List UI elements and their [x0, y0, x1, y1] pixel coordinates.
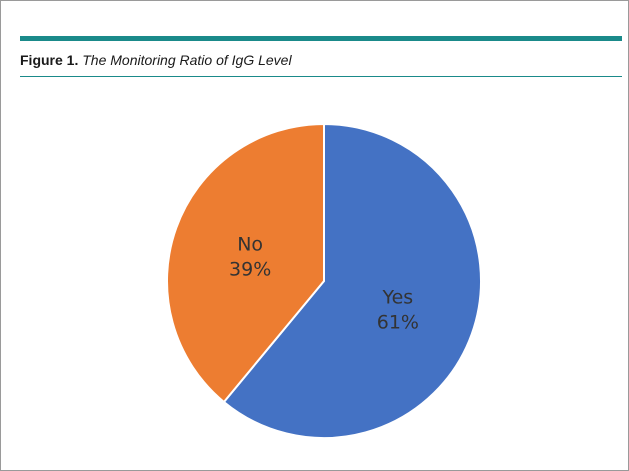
- pie-slice-no: [166, 122, 325, 404]
- slice-value-no: 39%: [229, 258, 271, 280]
- slice-label-yes: Yes: [382, 287, 414, 309]
- figure-caption: Figure 1. The Monitoring Ratio of IgG Le…: [20, 52, 620, 68]
- slice-label-no: No: [237, 233, 263, 255]
- slice-value-yes: 61%: [377, 312, 419, 334]
- caption-bottom-rule: [20, 76, 622, 77]
- caption-top-rule: [20, 36, 622, 41]
- figure-title: The Monitoring Ratio of IgG Level: [82, 52, 292, 68]
- figure-label: Figure 1.: [20, 52, 79, 68]
- pie-slice-yes: [222, 122, 482, 439]
